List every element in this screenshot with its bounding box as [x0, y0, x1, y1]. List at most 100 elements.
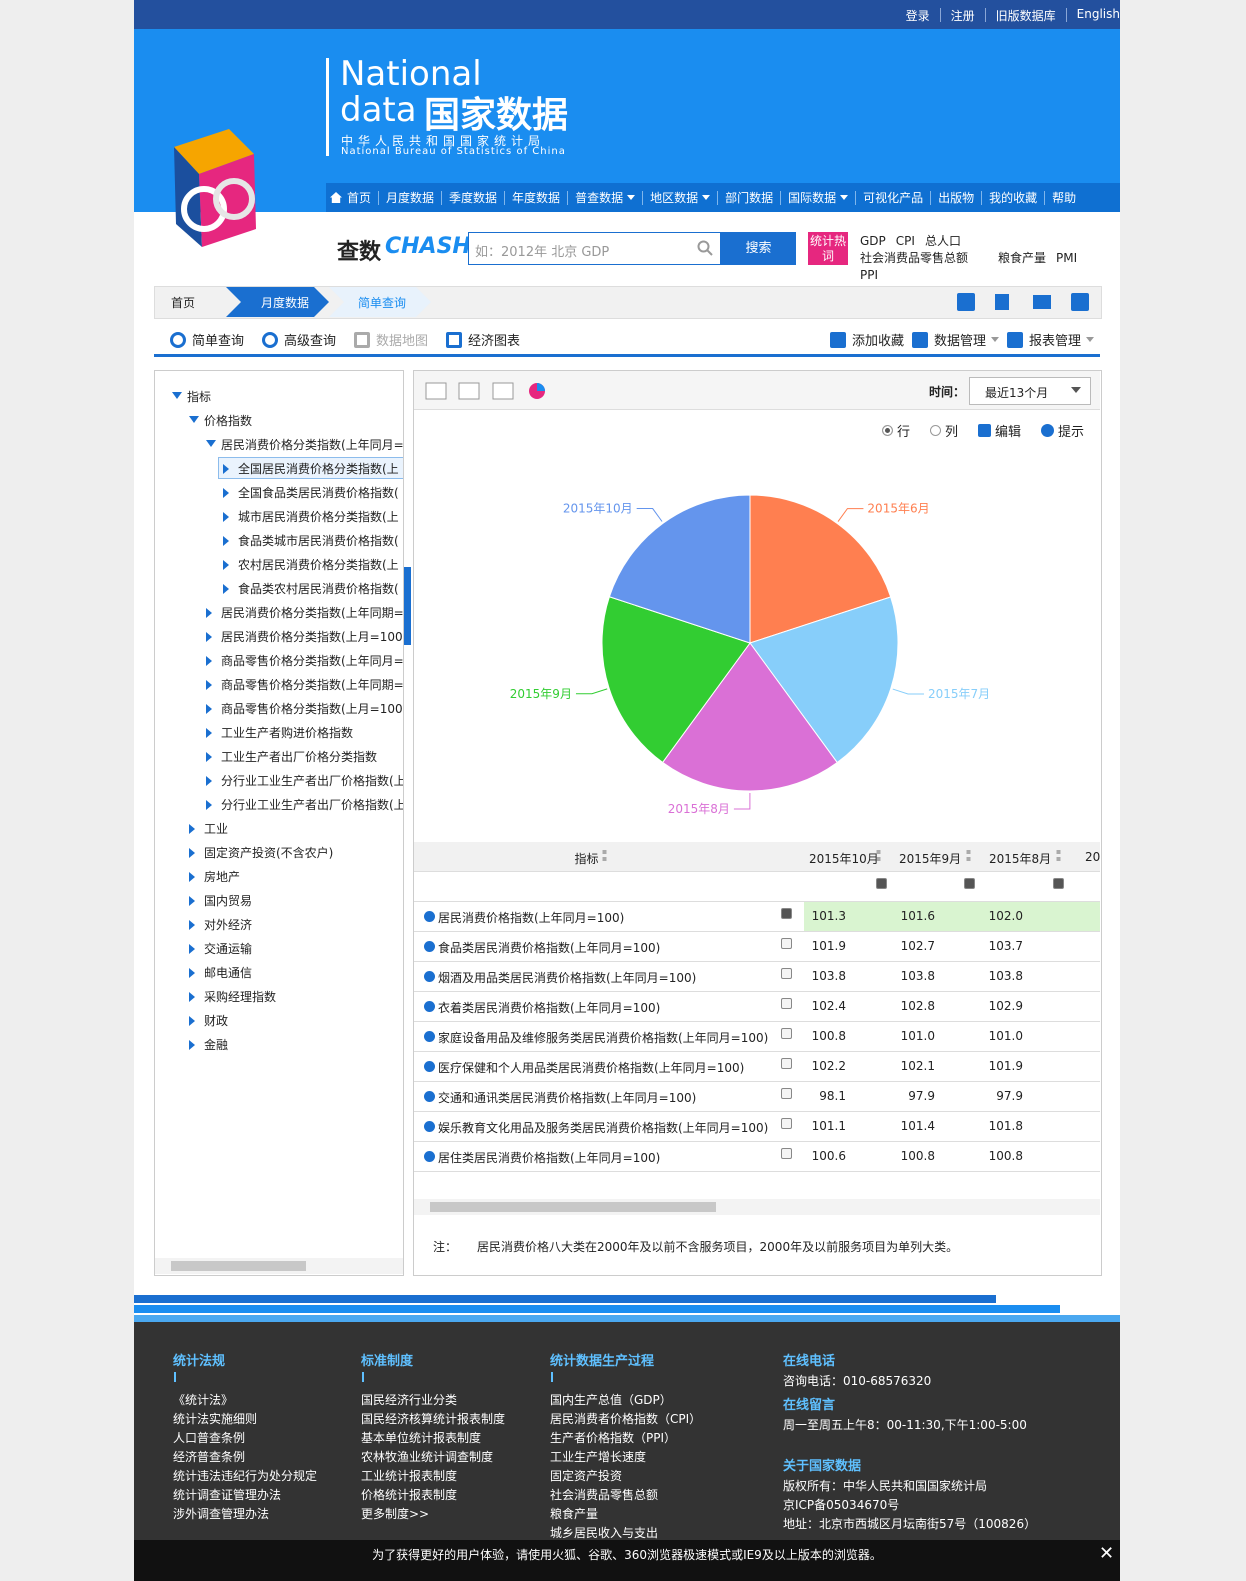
footer-link[interactable]: 统计调查证管理办法: [173, 1488, 282, 1502]
splitter[interactable]: [404, 567, 411, 645]
hot-word[interactable]: 总人口: [924, 234, 961, 248]
tree-item[interactable]: 全国居民消费价格分类指数(上: [238, 462, 399, 476]
checkbox[interactable]: [781, 1088, 792, 1099]
footer-link[interactable]: 工业生产增长速度: [550, 1450, 647, 1464]
tool[interactable]: 经济图表: [446, 330, 520, 349]
tree-arrow[interactable]: [223, 584, 229, 594]
footer-link[interactable]: 统计违法违纪行为处分规定: [173, 1469, 318, 1483]
tree-arrow[interactable]: [206, 608, 212, 618]
breadcrumb[interactable]: 首页: [171, 296, 196, 310]
action[interactable]: 报表管理: [1007, 330, 1095, 349]
checkbox[interactable]: [781, 1058, 792, 1069]
checkbox[interactable]: [781, 998, 792, 1009]
footer-link[interactable]: 更多制度>>: [361, 1507, 430, 1521]
tree-item[interactable]: 财政: [204, 1014, 229, 1028]
hot-word[interactable]: 社会消费品零售总额: [860, 251, 969, 265]
column-header[interactable]: 20: [1085, 850, 1100, 864]
tree-item[interactable]: 价格指数: [204, 414, 253, 428]
tree-item[interactable]: 食品类农村居民消费价格指数(: [238, 582, 399, 596]
checkbox[interactable]: [964, 878, 975, 889]
tree-item[interactable]: 固定资产投资(不含农户): [204, 846, 334, 860]
tree-item[interactable]: 采购经理指数: [204, 990, 277, 1004]
tree-item[interactable]: 分行业工业生产者出厂价格指数(上: [221, 798, 403, 812]
tree-arrow[interactable]: [206, 656, 212, 666]
tree-arrow[interactable]: [189, 992, 195, 1002]
tool[interactable]: 数据地图: [354, 330, 428, 349]
nav-item[interactable]: 月度数据: [386, 191, 435, 205]
row-name[interactable]: 家庭设备用品及维修服务类居民消费价格指数(上年同月=100): [438, 1031, 769, 1045]
tool[interactable]: 简单查询: [170, 330, 244, 349]
tree-scrollbar[interactable]: [155, 1258, 403, 1274]
nav-item[interactable]: 部门数据: [725, 191, 774, 205]
footer-link[interactable]: 人口普查条例: [173, 1431, 246, 1445]
tree-arrow[interactable]: [189, 872, 195, 882]
tree-item[interactable]: 国内贸易: [204, 894, 253, 908]
nav-item[interactable]: 我的收藏: [989, 191, 1038, 205]
tree-arrow[interactable]: [223, 560, 229, 570]
tree-arrow[interactable]: [223, 464, 229, 474]
footer-link[interactable]: 粮食产量: [550, 1507, 599, 1521]
tool[interactable]: 高级查询: [262, 330, 336, 349]
column-header[interactable]: 2015年9月: [899, 852, 962, 866]
footer-link[interactable]: 固定资产投资: [550, 1469, 623, 1483]
option[interactable]: 提示: [1041, 421, 1084, 440]
footer-link[interactable]: 基本单位统计报表制度: [361, 1431, 482, 1445]
top-link[interactable]: English: [1076, 7, 1120, 21]
nav-item[interactable]: 年度数据: [512, 191, 561, 205]
nav-item[interactable]: 帮助: [1052, 191, 1077, 205]
tree-item[interactable]: 交通运输: [204, 942, 253, 956]
row-name[interactable]: 衣着类居民消费价格指数(上年同月=100): [438, 1001, 661, 1015]
hot-word[interactable]: 粮食产量: [998, 251, 1047, 265]
tree-item[interactable]: 农村居民消费价格分类指数(上: [238, 558, 399, 572]
tree-item[interactable]: 商品零售价格分类指数(上月=100): [221, 702, 403, 716]
tree-item[interactable]: 指标: [187, 390, 212, 404]
search-input[interactable]: [468, 232, 721, 265]
tree-item[interactable]: 分行业工业生产者出厂价格指数(上: [221, 774, 403, 788]
hot-word[interactable]: PPI: [860, 268, 879, 282]
footer-link[interactable]: 国内生产总值（GDP）: [550, 1393, 672, 1407]
tree-arrow[interactable]: [189, 896, 195, 906]
nav-item[interactable]: 季度数据: [449, 191, 498, 205]
tree-item[interactable]: 居民消费价格分类指数(上月=100): [221, 630, 403, 644]
tree-arrow[interactable]: [189, 920, 195, 930]
nav-item[interactable]: 地区数据: [650, 191, 699, 205]
table-scrollbar[interactable]: [414, 1199, 1100, 1215]
tree-arrow[interactable]: [172, 392, 182, 399]
footer-link[interactable]: 涉外调查管理办法: [173, 1507, 270, 1521]
row-name[interactable]: 居住类居民消费价格指数(上年同月=100): [438, 1151, 661, 1165]
tree-arrow[interactable]: [189, 848, 195, 858]
checkbox[interactable]: [781, 1028, 792, 1039]
footer-link[interactable]: 价格统计报表制度: [361, 1488, 458, 1502]
footer-link[interactable]: 居民消费者价格指数（CPI）: [550, 1412, 702, 1426]
checkbox[interactable]: [781, 938, 792, 949]
tree-arrow[interactable]: [206, 800, 212, 810]
footer-link[interactable]: 国民经济行业分类: [361, 1393, 458, 1407]
tree-arrow[interactable]: [223, 536, 229, 546]
share-icons[interactable]: [955, 291, 1095, 313]
footer-link[interactable]: 《统计法》: [173, 1393, 234, 1407]
top-link[interactable]: 旧版数据库: [995, 9, 1056, 23]
breadcrumb[interactable]: 月度数据: [261, 296, 310, 310]
nav-item[interactable]: 国际数据: [788, 191, 837, 205]
action[interactable]: 数据管理: [912, 330, 1000, 349]
row-name[interactable]: 食品类居民消费价格指数(上年同月=100): [438, 941, 661, 955]
tree-arrow[interactable]: [189, 1016, 195, 1026]
search-button[interactable]: 搜索: [721, 232, 796, 265]
footer-link[interactable]: 社会消费品零售总额: [550, 1488, 659, 1502]
tree-item[interactable]: 商品零售价格分类指数(上年同月=: [221, 654, 403, 668]
tree-arrow[interactable]: [189, 1040, 195, 1050]
nav-item[interactable]: 出版物: [938, 191, 975, 205]
checkbox[interactable]: [781, 1148, 792, 1159]
hot-word[interactable]: PMI: [1056, 251, 1078, 265]
tree-arrow[interactable]: [206, 728, 212, 738]
tree-item[interactable]: 全国食品类居民消费价格指数(: [238, 486, 399, 500]
tree-item[interactable]: 工业生产者出厂价格分类指数: [221, 750, 378, 764]
tree-item[interactable]: 工业生产者购进价格指数: [221, 726, 354, 740]
breadcrumb[interactable]: 简单查询: [358, 296, 407, 310]
row-name[interactable]: 医疗保健和个人用品类居民消费价格指数(上年同月=100): [438, 1061, 745, 1075]
action[interactable]: 添加收藏: [830, 330, 904, 349]
nav-item[interactable]: 可视化产品: [863, 191, 924, 205]
tree-arrow[interactable]: [223, 512, 229, 522]
option[interactable]: 列: [930, 421, 958, 440]
footer-link[interactable]: 国民经济核算统计报表制度: [361, 1412, 506, 1426]
